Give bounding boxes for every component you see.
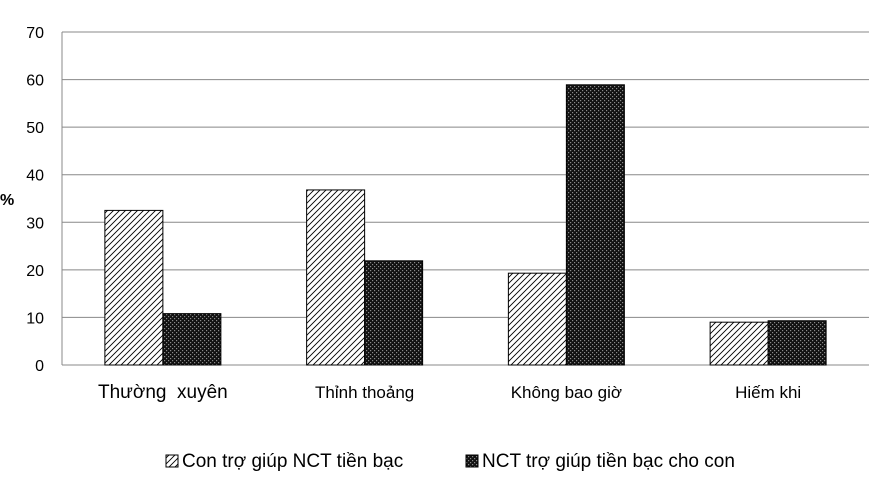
x-category-label: Thường xuyên [98, 382, 228, 403]
x-category-label: Thỉnh thoảng [315, 383, 414, 402]
bar-con-tro-giup [709, 321, 769, 366]
y-tick-label: 20 [26, 263, 44, 280]
bar-con-tro-giup [104, 209, 164, 366]
legend-entry: Con trợ giúp NCT tiền bạc [182, 451, 403, 472]
y-tick-label: 0 [35, 358, 44, 375]
x-axis-categories: Thường xuyên Thỉnh thoảng Không bao giờ Hiế… [98, 382, 801, 403]
x-category-label: Không bao giờ [511, 383, 622, 402]
legend-swatch [165, 454, 179, 468]
bar-nct-tro-giup [767, 320, 827, 366]
y-tick-label: 50 [26, 120, 44, 137]
y-tick-label: 40 [26, 168, 44, 185]
y-axis-ticks: 0 10 20 30 40 50 60 70 [26, 25, 44, 375]
bar-nct-tro-giup [364, 260, 424, 366]
bar-nct-tro-giup [162, 313, 222, 366]
y-axis-label: % [0, 192, 14, 209]
y-tick-label: 30 [26, 215, 44, 232]
bar-nct-tro-giup [565, 84, 625, 366]
bar-con-tro-giup [306, 189, 366, 366]
x-category-label: Hiếm khi [735, 383, 801, 402]
y-tick-label: 70 [26, 25, 44, 42]
bars [104, 84, 827, 366]
legend-entry: NCT trợ giúp tiền bạc cho con [482, 451, 735, 472]
legend: Con trợ giúp NCT tiền bạc NCT trợ giúp ti… [165, 451, 735, 472]
y-tick-label: 10 [26, 310, 44, 327]
legend-swatch [465, 454, 479, 468]
y-tick-label: 60 [26, 73, 44, 90]
bar-con-tro-giup [507, 272, 567, 366]
